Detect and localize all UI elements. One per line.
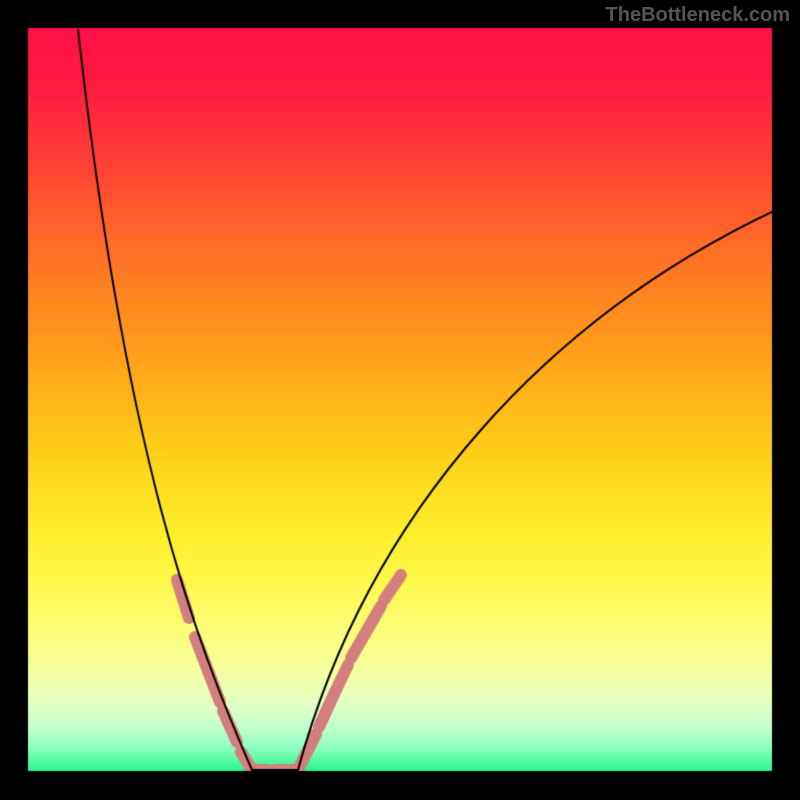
bottleneck-chart-canvas — [0, 0, 800, 800]
watermark-text: TheBottleneck.com — [606, 4, 790, 27]
chart-container: TheBottleneck.com — [0, 0, 800, 800]
